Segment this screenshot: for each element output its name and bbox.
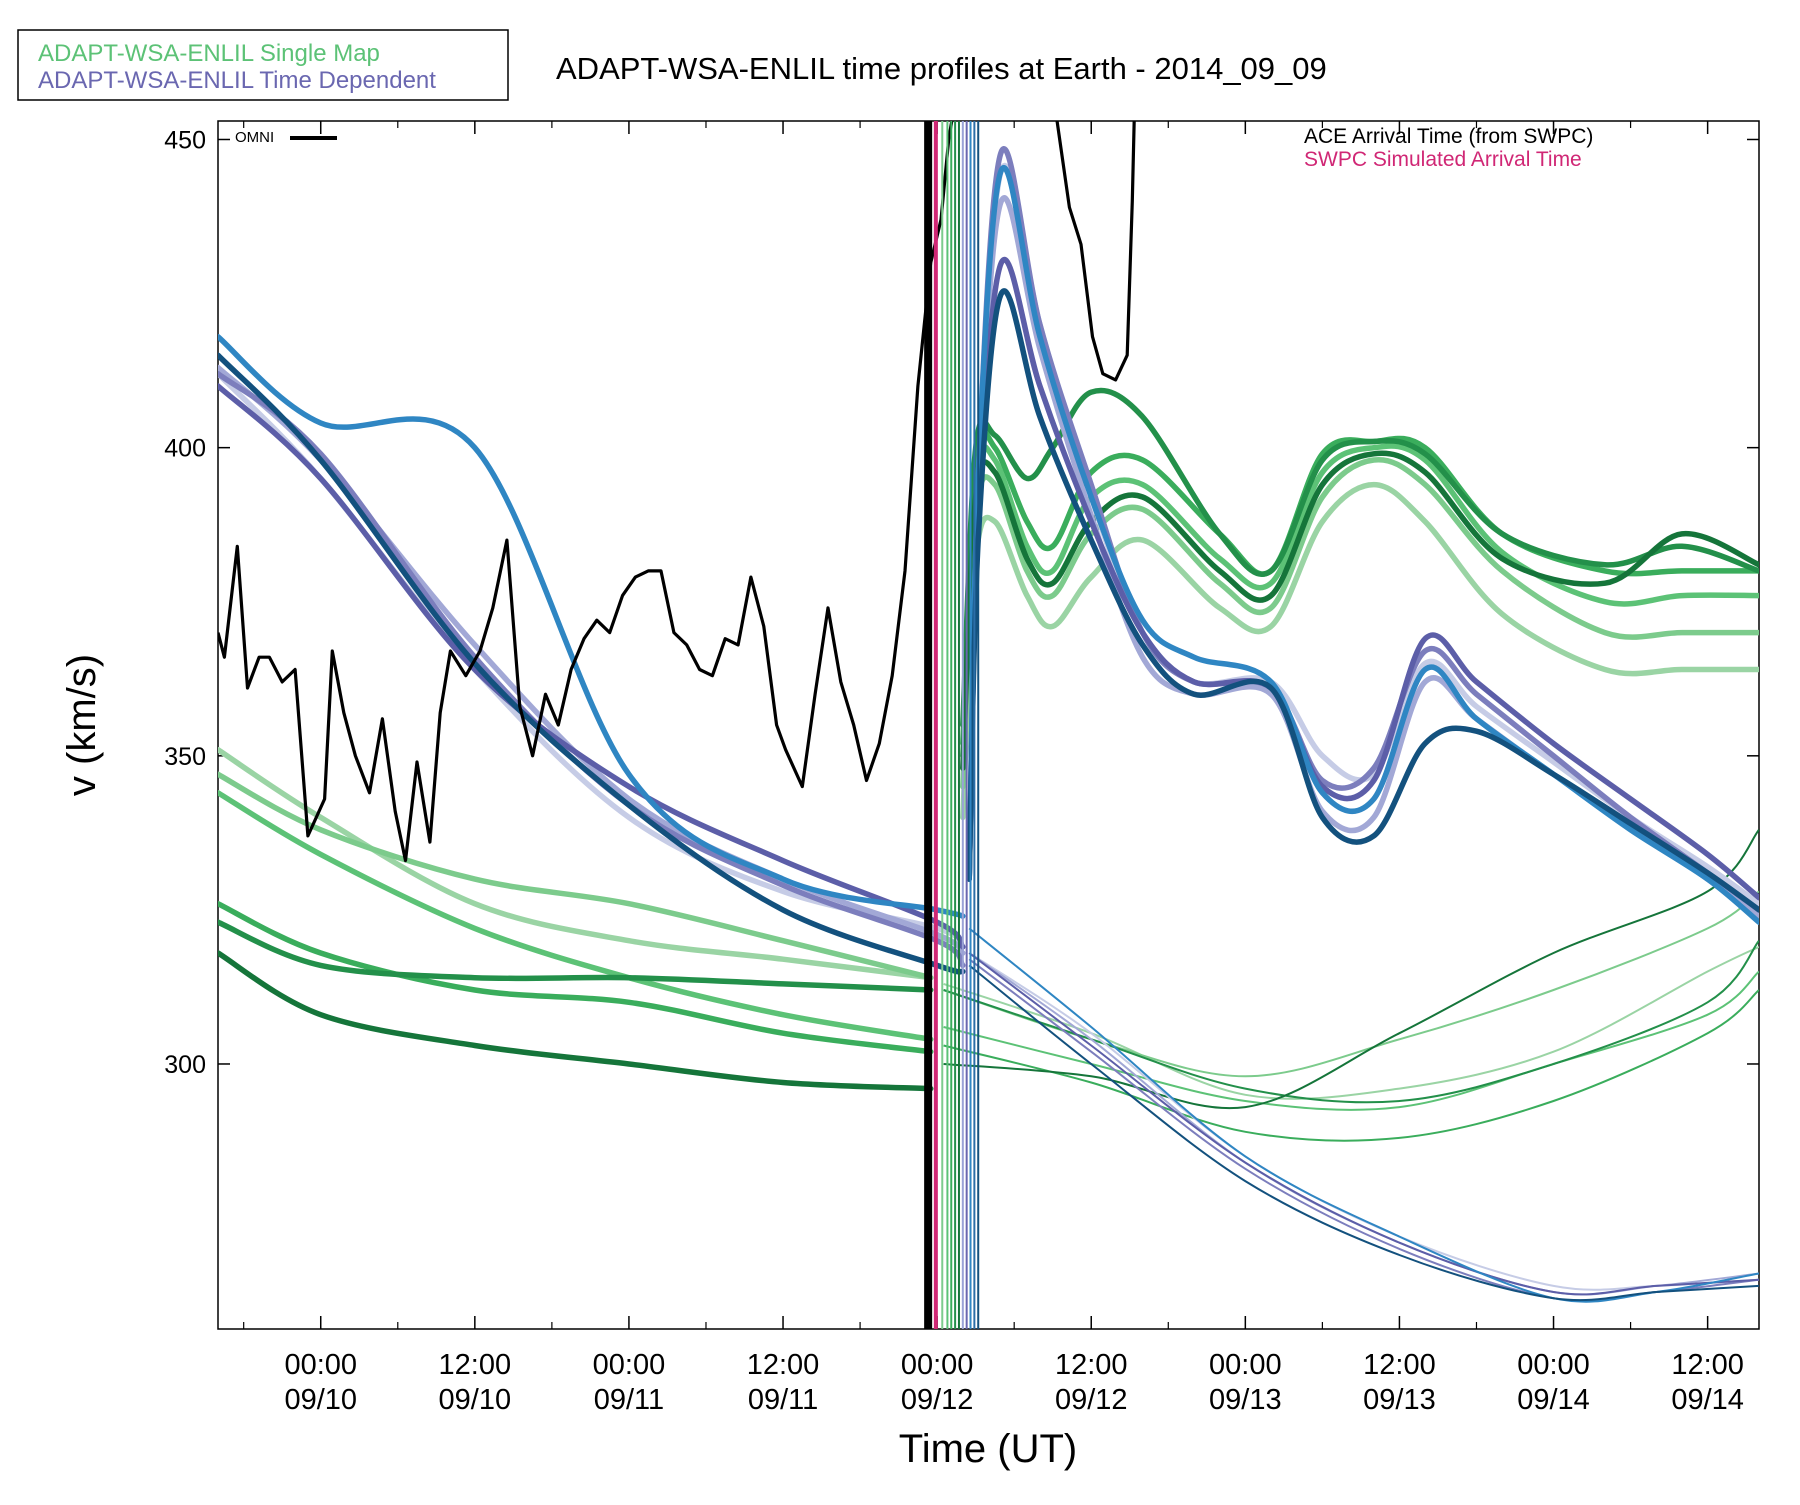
x-tick-label-date: 09/11: [594, 1384, 664, 1416]
y-axis-label: v (km/s): [60, 654, 104, 796]
time-dependent-line-cme: [966, 288, 1759, 913]
ace-arrival-label: ACE Arrival Time (from SWPC): [1304, 125, 1593, 148]
series-layer: [218, 146, 1759, 1303]
y-tick-label: 300: [164, 1051, 206, 1079]
x-tick-label-time: 00:00: [593, 1349, 666, 1381]
x-tick-label-date: 09/12: [901, 1384, 974, 1416]
single-map-line-pre: [218, 919, 934, 993]
x-tick-label-time: 12:00: [1671, 1349, 1744, 1381]
single-map-line-cme: [960, 387, 1759, 728]
single-map-line-cme: [960, 481, 1759, 821]
single-map-line-pre: [218, 771, 934, 981]
time-dependent-line-ambient: [968, 964, 1759, 1302]
x-tick-label-date: 09/14: [1517, 1384, 1590, 1416]
chart-title: ADAPT-WSA-ENLIL time profiles at Earth -…: [556, 51, 1327, 86]
x-tick-label-time: 12:00: [1055, 1349, 1128, 1381]
x-tick-label-date: 09/10: [439, 1384, 512, 1416]
x-tick-label-time: 12:00: [439, 1349, 512, 1381]
omni-legend: OMNI: [235, 129, 337, 146]
time-dependent-line-pre: [218, 352, 966, 975]
x-axis-label: Time (UT): [899, 1427, 1077, 1471]
x-tick-label-time: 00:00: [284, 1349, 357, 1381]
single-map-line-cme: [960, 456, 1759, 790]
swpc-arrival-label: SWPC Simulated Arrival Time: [1304, 148, 1582, 171]
ticks-layer: 30035040045000:0009/1012:0009/1000:0009/…: [164, 121, 1759, 1416]
x-tick-label-time: 12:00: [1363, 1349, 1436, 1381]
x-tick-label-date: 09/13: [1363, 1384, 1436, 1416]
y-tick-label: 350: [164, 743, 206, 771]
series-td-6: [218, 288, 1759, 1302]
x-tick-label-date: 09/11: [748, 1384, 818, 1416]
single-map-line-pre: [218, 900, 934, 1055]
y-tick-label: 400: [164, 435, 206, 463]
omni-line-upper: [1055, 121, 1136, 382]
x-tick-label-date: 09/14: [1671, 1384, 1744, 1416]
x-tick-label-date: 09/12: [1055, 1384, 1128, 1416]
x-tick-label-time: 00:00: [901, 1349, 974, 1381]
series-sm-6: [218, 450, 1759, 1110]
x-tick-label-date: 09/10: [284, 1384, 357, 1416]
x-tick-label-date: 09/13: [1209, 1384, 1282, 1416]
arrival-lines-layer: [924, 121, 980, 1329]
single-map-line-pre: [218, 950, 934, 1092]
y-tick-label: 450: [164, 126, 206, 154]
x-tick-label-time: 00:00: [1209, 1349, 1282, 1381]
legend-box: ADAPT-WSA-ENLIL Single Map ADAPT-WSA-ENL…: [17, 29, 509, 101]
single-map-line-cme: [960, 450, 1759, 771]
x-tick-label-time: 12:00: [747, 1349, 820, 1381]
plot-frame: [217, 120, 1760, 1330]
omni-layer: [218, 121, 1136, 863]
legend-time-dependent: ADAPT-WSA-ENLIL Time Dependent: [38, 67, 436, 94]
time-dependent-line-ambient: [968, 952, 1759, 1296]
single-map-line-ambient: [943, 829, 1759, 1110]
single-map-line-pre: [218, 790, 934, 1043]
time-dependent-line-pre: [218, 333, 966, 919]
single-map-line-pre: [218, 746, 934, 981]
single-map-line-ambient: [943, 989, 1759, 1142]
x-tick-label-time: 00:00: [1517, 1349, 1590, 1381]
legend-single-map: ADAPT-WSA-ENLIL Single Map: [38, 40, 380, 67]
omni-line: [218, 121, 954, 863]
omni-legend-label: OMNI: [235, 129, 274, 146]
